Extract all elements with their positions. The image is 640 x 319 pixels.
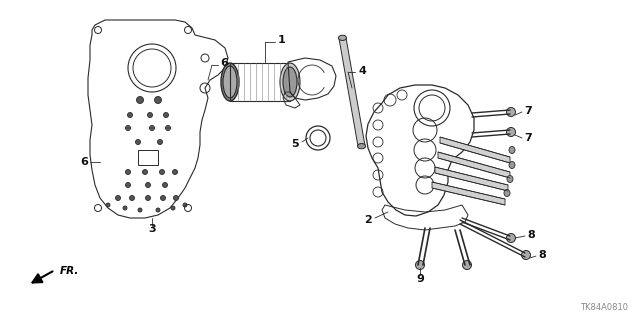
Text: FR.: FR. [60,266,79,276]
Circle shape [127,113,132,117]
Circle shape [159,169,164,174]
Polygon shape [432,182,505,205]
Circle shape [129,196,134,201]
Text: 4: 4 [358,66,366,76]
Text: 9: 9 [416,274,424,284]
Circle shape [145,196,150,201]
Ellipse shape [283,67,297,97]
Circle shape [156,208,160,212]
Circle shape [173,196,179,201]
Circle shape [125,125,131,130]
Text: 7: 7 [524,106,532,116]
Polygon shape [438,152,510,178]
Polygon shape [435,167,508,191]
Circle shape [143,169,147,174]
Circle shape [150,125,154,130]
Text: 5: 5 [291,139,299,149]
Ellipse shape [504,189,510,197]
Circle shape [166,125,170,130]
Circle shape [106,203,110,207]
Text: 2: 2 [364,215,372,225]
Circle shape [506,128,515,137]
Text: 7: 7 [524,133,532,143]
Circle shape [115,196,120,201]
Circle shape [183,203,187,207]
Ellipse shape [509,146,515,153]
Circle shape [136,97,143,103]
Circle shape [138,208,142,212]
Circle shape [506,108,515,116]
Text: 6: 6 [80,157,88,167]
Ellipse shape [280,63,300,101]
Circle shape [147,113,152,117]
Circle shape [125,169,131,174]
Text: 3: 3 [148,224,156,234]
Circle shape [123,206,127,210]
Text: TK84A0810: TK84A0810 [580,303,628,312]
Circle shape [506,234,515,242]
Circle shape [136,139,141,145]
Text: 8: 8 [527,230,535,240]
Polygon shape [339,37,365,147]
Circle shape [145,182,150,188]
Ellipse shape [339,35,346,41]
Circle shape [463,261,472,270]
Ellipse shape [358,144,365,149]
Text: 8: 8 [538,250,546,260]
Circle shape [171,206,175,210]
Text: 6: 6 [220,58,228,68]
Circle shape [522,250,531,259]
Ellipse shape [223,66,237,98]
Ellipse shape [507,175,513,182]
Circle shape [163,113,168,117]
Text: 1: 1 [278,35,286,45]
Circle shape [415,261,424,270]
Polygon shape [440,137,510,163]
Circle shape [173,169,177,174]
Circle shape [125,182,131,188]
Circle shape [157,139,163,145]
Ellipse shape [509,161,515,168]
Circle shape [161,196,166,201]
Circle shape [154,97,161,103]
Ellipse shape [221,63,239,101]
Circle shape [163,182,168,188]
